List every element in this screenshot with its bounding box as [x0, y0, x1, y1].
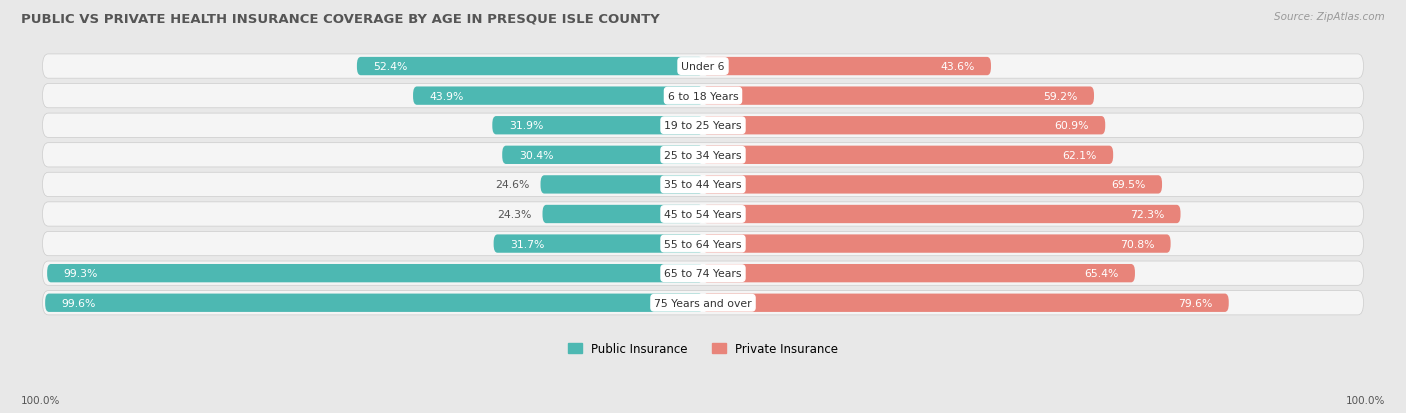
Text: 100.0%: 100.0%	[1346, 395, 1385, 405]
FancyBboxPatch shape	[494, 235, 703, 253]
FancyBboxPatch shape	[703, 294, 1229, 312]
FancyBboxPatch shape	[540, 176, 703, 194]
FancyBboxPatch shape	[413, 87, 703, 106]
Text: 19 to 25 Years: 19 to 25 Years	[664, 121, 742, 131]
FancyBboxPatch shape	[703, 117, 1105, 135]
FancyBboxPatch shape	[42, 202, 1364, 227]
Text: 62.1%: 62.1%	[1063, 150, 1097, 160]
FancyBboxPatch shape	[703, 146, 1114, 165]
Text: 65.4%: 65.4%	[1084, 268, 1118, 278]
Text: 43.6%: 43.6%	[941, 62, 974, 72]
Text: 70.8%: 70.8%	[1119, 239, 1154, 249]
Text: Under 6: Under 6	[682, 62, 724, 72]
FancyBboxPatch shape	[42, 173, 1364, 197]
Text: 75 Years and over: 75 Years and over	[654, 298, 752, 308]
Text: 59.2%: 59.2%	[1043, 91, 1077, 102]
FancyBboxPatch shape	[42, 232, 1364, 256]
Text: 43.9%: 43.9%	[430, 91, 464, 102]
FancyBboxPatch shape	[357, 58, 703, 76]
FancyBboxPatch shape	[703, 264, 1135, 282]
FancyBboxPatch shape	[42, 291, 1364, 315]
Text: 99.6%: 99.6%	[62, 298, 96, 308]
Text: 55 to 64 Years: 55 to 64 Years	[664, 239, 742, 249]
Text: 65 to 74 Years: 65 to 74 Years	[664, 268, 742, 278]
FancyBboxPatch shape	[543, 205, 703, 223]
Text: PUBLIC VS PRIVATE HEALTH INSURANCE COVERAGE BY AGE IN PRESQUE ISLE COUNTY: PUBLIC VS PRIVATE HEALTH INSURANCE COVER…	[21, 12, 659, 25]
FancyBboxPatch shape	[42, 261, 1364, 286]
Text: 25 to 34 Years: 25 to 34 Years	[664, 150, 742, 160]
FancyBboxPatch shape	[703, 87, 1094, 106]
FancyBboxPatch shape	[42, 55, 1364, 79]
Text: 69.5%: 69.5%	[1111, 180, 1146, 190]
FancyBboxPatch shape	[42, 114, 1364, 138]
Text: 60.9%: 60.9%	[1054, 121, 1088, 131]
Text: 52.4%: 52.4%	[374, 62, 408, 72]
Text: 35 to 44 Years: 35 to 44 Years	[664, 180, 742, 190]
Text: 24.6%: 24.6%	[495, 180, 530, 190]
FancyBboxPatch shape	[502, 146, 703, 165]
Text: Source: ZipAtlas.com: Source: ZipAtlas.com	[1274, 12, 1385, 22]
FancyBboxPatch shape	[703, 205, 1181, 223]
Text: 31.7%: 31.7%	[510, 239, 544, 249]
Text: 30.4%: 30.4%	[519, 150, 553, 160]
Text: 99.3%: 99.3%	[63, 268, 98, 278]
FancyBboxPatch shape	[492, 117, 703, 135]
FancyBboxPatch shape	[703, 176, 1161, 194]
FancyBboxPatch shape	[42, 143, 1364, 168]
Text: 6 to 18 Years: 6 to 18 Years	[668, 91, 738, 102]
FancyBboxPatch shape	[703, 235, 1171, 253]
Text: 45 to 54 Years: 45 to 54 Years	[664, 209, 742, 219]
FancyBboxPatch shape	[45, 294, 703, 312]
FancyBboxPatch shape	[703, 58, 991, 76]
Text: 100.0%: 100.0%	[21, 395, 60, 405]
Text: 31.9%: 31.9%	[509, 121, 543, 131]
Text: 72.3%: 72.3%	[1129, 209, 1164, 219]
Text: 24.3%: 24.3%	[498, 209, 531, 219]
Legend: Public Insurance, Private Insurance: Public Insurance, Private Insurance	[564, 337, 842, 360]
FancyBboxPatch shape	[42, 84, 1364, 109]
FancyBboxPatch shape	[48, 264, 703, 282]
Text: 79.6%: 79.6%	[1178, 298, 1212, 308]
